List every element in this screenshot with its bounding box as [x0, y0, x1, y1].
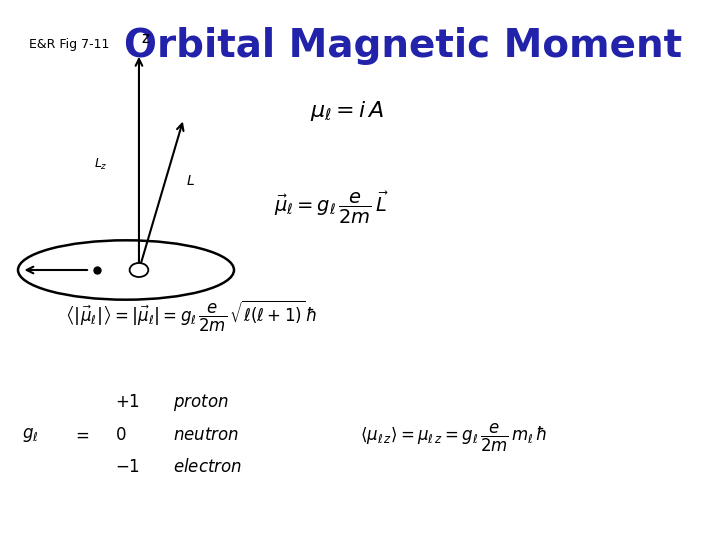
Text: $\mu_{\ell} = i\, A$: $\mu_{\ell} = i\, A$	[310, 99, 384, 123]
Text: $L$: $L$	[186, 174, 194, 188]
Text: $0$: $0$	[115, 426, 127, 444]
Text: $\mathit{electron}$: $\mathit{electron}$	[173, 458, 242, 476]
Text: $\mathit{neutron}$: $\mathit{neutron}$	[173, 426, 239, 444]
Text: E&R Fig 7-11: E&R Fig 7-11	[29, 38, 109, 51]
Text: $\vec{\mu}_{\ell} = g_{\ell}\,\dfrac{e}{2m}\,\vec{L}$: $\vec{\mu}_{\ell} = g_{\ell}\,\dfrac{e}{…	[274, 190, 388, 226]
Text: $\left\langle \left|\vec{\mu}_{\ell}\right| \right\rangle = \left|\vec{\mu}_{\el: $\left\langle \left|\vec{\mu}_{\ell}\rig…	[65, 298, 318, 334]
Text: $+1$: $+1$	[115, 393, 140, 411]
Text: $=$: $=$	[72, 426, 89, 444]
Text: $\mathit{proton}$: $\mathit{proton}$	[173, 392, 228, 413]
Text: $L_z$: $L_z$	[94, 157, 108, 172]
Circle shape	[130, 263, 148, 277]
Text: z: z	[141, 31, 149, 46]
Text: $g_{\ell}$: $g_{\ell}$	[22, 426, 38, 444]
Text: Orbital Magnetic Moment: Orbital Magnetic Moment	[124, 27, 683, 65]
Text: $\left\langle \mu_{\ell\,z} \right\rangle = \mu_{\ell\,z} = g_{\ell}\,\dfrac{e}{: $\left\langle \mu_{\ell\,z} \right\rangl…	[360, 421, 547, 454]
Text: $-1$: $-1$	[115, 458, 140, 476]
